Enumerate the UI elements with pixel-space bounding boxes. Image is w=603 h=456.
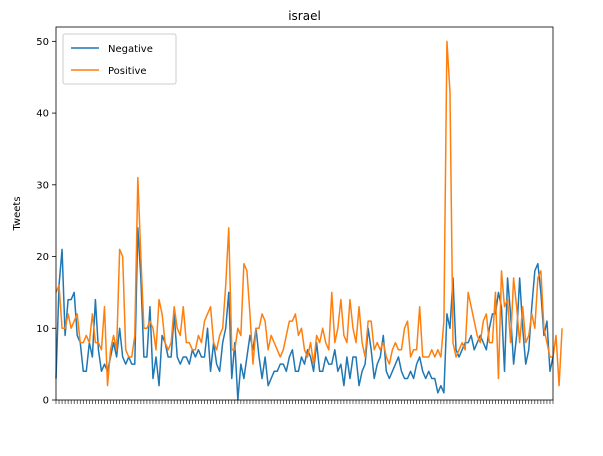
series-lines [55,40,563,401]
y-tick-label: 50 [36,37,49,48]
legend-label-negative: Negative [108,44,153,55]
chart-title: israel [288,9,321,23]
y-tick-label: 40 [36,109,49,120]
legend-label-positive: Positive [108,66,147,77]
series-line-positive [55,40,563,387]
axes-frame [55,26,554,401]
y-tick-label: 0 [43,396,49,407]
y-tick-label: 30 [36,180,49,191]
x-axis-ticks [55,400,554,404]
legend-box [62,33,177,85]
series-line-negative [55,227,554,401]
y-tick-label: 20 [36,252,49,263]
y-axis-ticks: 0 10 20 30 40 50 [36,37,56,407]
y-tick-label: 10 [36,324,49,335]
y-axis-label: Tweets [12,196,23,231]
legend: Negative Positive [62,33,177,85]
